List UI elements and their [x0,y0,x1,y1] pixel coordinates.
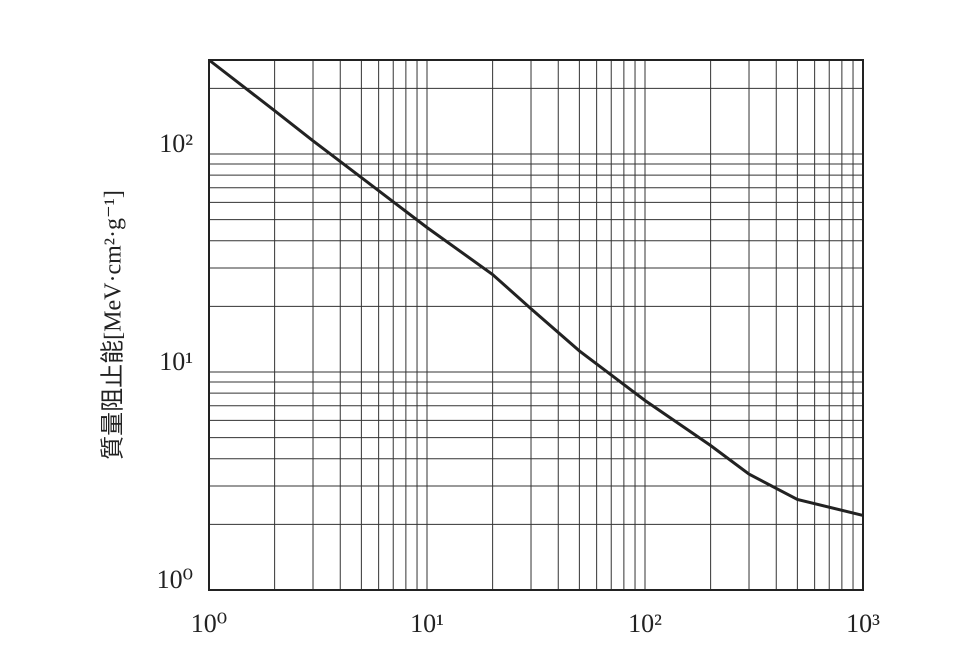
x-tick-label: 10⁰ [191,609,227,638]
y-tick-label: 10¹ [159,347,193,376]
x-tick-label: 10² [628,609,662,638]
y-tick-label: 10⁰ [157,565,193,594]
x-tick-label: 10³ [846,609,880,638]
x-tick-label: 10¹ [410,609,444,638]
plot-frame [208,59,864,591]
y-tick-label: 10² [159,129,193,158]
y-axis-label: 質量阻止能[MeV·cm²·g⁻¹] [100,190,127,460]
data-line [208,58,864,517]
